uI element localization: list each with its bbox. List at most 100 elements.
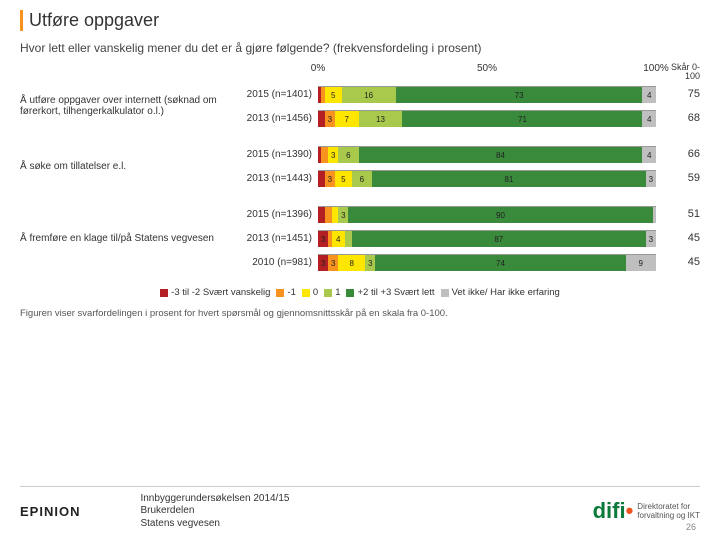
score-value: 68 — [656, 112, 700, 124]
difi-logo: difi• Direktoratet for forvaltning og IK… — [593, 498, 700, 524]
axis-row: 0%50%100% Skår 0-100 — [20, 63, 700, 82]
axis-ticks: 0%50%100% — [318, 63, 656, 77]
legend-swatch — [324, 289, 332, 297]
legend-label: 1 — [335, 287, 340, 298]
legend-swatch — [346, 289, 354, 297]
legend-item: Vet ikke/ Har ikke erfaring — [441, 287, 560, 298]
legend-label: -1 — [287, 287, 295, 298]
source-line: Statens vegvesen — [140, 518, 289, 531]
bar-segment: 4 — [642, 87, 656, 103]
legend-item: -3 til -2 Svært vanskelig — [160, 287, 270, 298]
bar-segment: 3 — [646, 171, 656, 187]
chart: 0%50%100% Skår 0-100 Å utføre oppgaver o… — [20, 63, 700, 274]
bar-segment: 5 — [325, 87, 342, 103]
bar-segment: 6 — [338, 147, 358, 163]
page-subtitle: Hvor lett eller vanskelig mener du det e… — [20, 41, 700, 57]
source-line: Innbyggerundersøkelsen 2014/15 — [140, 493, 289, 506]
legend-swatch — [302, 289, 310, 297]
footer: EPINION Innbyggerundersøkelsen 2014/15Br… — [20, 486, 700, 531]
bar-segment: 8 — [338, 255, 365, 271]
bar-segment — [653, 207, 656, 223]
legend-label: Vet ikke/ Har ikke erfaring — [452, 287, 560, 298]
chart-row: 2015 (n=1401)51673475 — [230, 83, 700, 105]
bar-segment: 13 — [359, 111, 403, 127]
bar-area: 390 — [318, 206, 656, 222]
chart-row: 2013 (n=1443)35681359 — [230, 167, 700, 189]
bar-area: 34873 — [318, 230, 656, 246]
bar-segment: 4 — [642, 111, 656, 127]
chart-group: Å søke om tillatelser e.l.2015 (n=1390)3… — [20, 143, 700, 189]
source-line: Brukerdelen — [140, 505, 289, 518]
chart-row: 2013 (n=1451)3487345 — [230, 227, 700, 249]
bar-segment: 6 — [352, 171, 372, 187]
bar-segment: 3 — [325, 111, 335, 127]
n-label: 2015 (n=1390) — [230, 149, 318, 160]
source-info: Innbyggerundersøkelsen 2014/15Brukerdele… — [140, 493, 289, 531]
bar-segment: 3 — [646, 231, 656, 247]
chart-row: 2015 (n=1396)39051 — [230, 203, 700, 225]
bar-segment — [318, 207, 325, 223]
bar-segment: 90 — [348, 207, 652, 223]
n-label: 2013 (n=1456) — [230, 113, 318, 124]
page-number: 26 — [686, 522, 696, 532]
bar-segment: 73 — [396, 87, 643, 103]
axis-tick: 50% — [477, 63, 497, 74]
bar-segment: 3 — [338, 207, 348, 223]
bar-segment: 3 — [328, 255, 338, 271]
bar-segment — [332, 207, 339, 223]
bar-area: 36844 — [318, 146, 656, 162]
group-label: Å fremføre en klage til/på Statens vegve… — [20, 203, 230, 273]
chart-group: Å fremføre en klage til/på Statens vegve… — [20, 203, 700, 273]
chart-row: 2013 (n=1456)371371468 — [230, 107, 700, 129]
bar-segment — [325, 207, 332, 223]
n-label: 2013 (n=1443) — [230, 173, 318, 184]
score-value: 75 — [656, 88, 700, 100]
bar-segment: 7 — [335, 111, 359, 127]
legend-item: 0 — [302, 287, 318, 298]
chart-groups: Å utføre oppgaver over internett (søknad… — [20, 83, 700, 273]
legend-label: +2 til +3 Svært lett — [357, 287, 434, 298]
bar-segment — [345, 231, 352, 247]
chart-row: 2015 (n=1390)3684466 — [230, 143, 700, 165]
legend-swatch — [441, 289, 449, 297]
bar-segment: 71 — [402, 111, 642, 127]
figure-note: Figuren viser svarfordelingen i prosent … — [20, 308, 700, 319]
chart-group: Å utføre oppgaver over internett (søknad… — [20, 83, 700, 129]
legend-item: +2 til +3 Svært lett — [346, 287, 434, 298]
bar-segment: 74 — [375, 255, 625, 271]
n-label: 2015 (n=1396) — [230, 209, 318, 220]
page-title: Utføre oppgaver — [20, 10, 700, 31]
bar-segment: 4 — [332, 231, 346, 247]
n-label: 2015 (n=1401) — [230, 89, 318, 100]
legend-item: 1 — [324, 287, 340, 298]
bar-segment: 5 — [335, 171, 352, 187]
bar-segment: 3 — [318, 231, 328, 247]
score-value: 45 — [656, 256, 700, 268]
bar-segment: 84 — [359, 147, 643, 163]
score-value: 45 — [656, 232, 700, 244]
legend-swatch — [276, 289, 284, 297]
bar-segment — [318, 171, 325, 187]
legend-swatch — [160, 289, 168, 297]
legend-item: -1 — [276, 287, 295, 298]
bar-area: 516734 — [318, 86, 656, 102]
legend-label: 0 — [313, 287, 318, 298]
legend-label: -3 til -2 Svært vanskelig — [171, 287, 270, 298]
bar-area: 3713714 — [318, 110, 656, 126]
epinion-logo: EPINION — [20, 504, 80, 519]
bar-segment — [321, 147, 328, 163]
legend: -3 til -2 Svært vanskelig -1 0 1 +2 til +3 S… — [20, 287, 700, 300]
bar-segment: 3 — [328, 147, 338, 163]
bar-area: 356813 — [318, 170, 656, 186]
score-value: 66 — [656, 148, 700, 160]
bar-segment: 3 — [365, 255, 375, 271]
bar-segment: 9 — [626, 255, 656, 271]
chart-row: 2010 (n=981)338374945 — [230, 251, 700, 273]
axis-tick: 100% — [643, 63, 669, 74]
n-label: 2010 (n=981) — [230, 257, 318, 268]
bar-segment: 81 — [372, 171, 646, 187]
group-label: Å utføre oppgaver over internett (søknad… — [20, 83, 230, 129]
bar-segment: 16 — [342, 87, 396, 103]
bar-segment: 3 — [318, 255, 328, 271]
score-value: 59 — [656, 172, 700, 184]
